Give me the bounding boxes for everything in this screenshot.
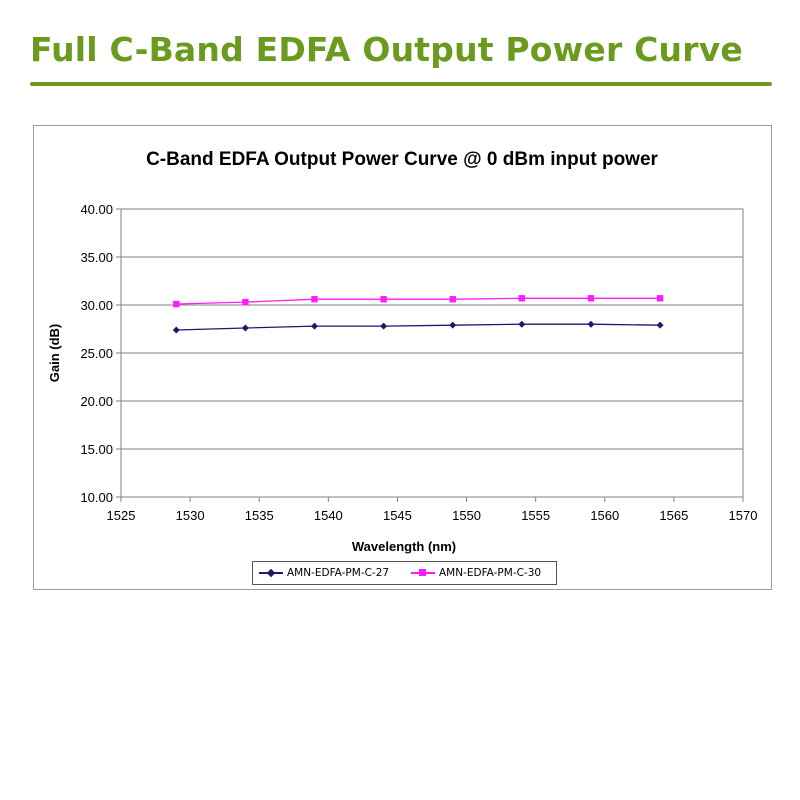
- y-tick-label: 10.00: [80, 490, 113, 505]
- series-line-2: [176, 297, 661, 305]
- x-axis-ticks: 1525 1530 1535 1540 1545 1550 1555 1560 1565 1570: [107, 497, 758, 523]
- legend-label: AMN-EDFA-PM-C-27: [287, 567, 390, 579]
- series-line-1: [176, 323, 661, 331]
- data-point: [587, 295, 595, 302]
- data-point: [449, 296, 456, 303]
- data-point: [518, 320, 526, 328]
- gridlines: [121, 208, 743, 498]
- legend-item-series-1: AMN-EDFA-PM-C-27: [259, 562, 389, 584]
- x-tick-label: 1525: [107, 508, 136, 523]
- x-tick-label: 1535: [245, 508, 274, 523]
- data-point: [380, 296, 387, 303]
- legend-swatch-diamond-icon: [259, 568, 283, 578]
- x-tick-label: 1555: [521, 508, 550, 523]
- data-point: [380, 322, 388, 330]
- data-point: [241, 324, 249, 332]
- chart-legend: AMN-EDFA-PM-C-27 AMN-EDFA-PM-C-30: [252, 561, 557, 585]
- y-tick-label: 25.00: [80, 346, 113, 361]
- data-point: [173, 300, 180, 308]
- y-tick-label: 30.00: [80, 298, 113, 313]
- data-point: [518, 295, 526, 302]
- x-tick-label: 1540: [314, 508, 343, 523]
- data-point: [449, 321, 457, 329]
- series-layer: [172, 295, 664, 334]
- x-tick-label: 1565: [659, 508, 688, 523]
- data-point: [587, 320, 595, 328]
- y-axis-label: Gain (dB): [47, 324, 62, 383]
- x-tick-label: 1570: [729, 508, 758, 523]
- data-point: [656, 295, 664, 302]
- y-tick-label: 40.00: [80, 202, 113, 217]
- y-tick-label: 20.00: [80, 394, 113, 409]
- x-tick-label: 1530: [176, 508, 205, 523]
- y-axis-ticks: 10.00 15.00 20.00 25.00 30.00 35.00 40.00: [80, 202, 121, 505]
- title-underline: [30, 82, 772, 86]
- chart-frame: [33, 125, 772, 590]
- data-point: [242, 298, 249, 306]
- x-tick-label: 1550: [452, 508, 481, 523]
- x-tick-label: 1560: [590, 508, 619, 523]
- legend-item-series-2: AMN-EDFA-PM-C-30: [411, 562, 541, 584]
- chart-title: C-Band EDFA Output Power Curve @ 0 dBm i…: [146, 149, 658, 170]
- page-title: Full C-Band EDFA Output Power Curve: [30, 30, 743, 69]
- legend-swatch-square-icon: [411, 568, 435, 578]
- y-tick-label: 15.00: [80, 442, 113, 457]
- data-point: [656, 321, 664, 329]
- data-point: [172, 326, 180, 334]
- y-tick-label: 35.00: [80, 250, 113, 265]
- x-tick-label: 1545: [383, 508, 412, 523]
- data-point: [311, 296, 318, 303]
- x-axis-label: Wavelength (nm): [352, 539, 456, 554]
- data-point: [311, 322, 319, 330]
- legend-label: AMN-EDFA-PM-C-30: [439, 567, 542, 579]
